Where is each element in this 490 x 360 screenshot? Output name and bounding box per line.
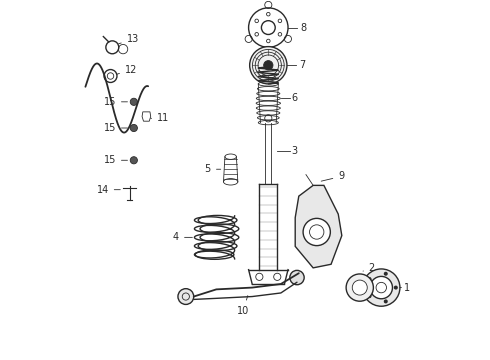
Text: 1: 1 <box>400 283 410 293</box>
Circle shape <box>385 300 387 303</box>
Text: 15: 15 <box>103 97 127 107</box>
Text: 14: 14 <box>97 185 120 195</box>
Text: 12: 12 <box>117 64 137 75</box>
Text: 15: 15 <box>103 155 127 165</box>
Circle shape <box>346 274 373 301</box>
Text: 4: 4 <box>173 232 193 242</box>
Circle shape <box>130 157 137 164</box>
Circle shape <box>352 280 367 295</box>
Text: 7: 7 <box>299 60 306 70</box>
Circle shape <box>385 273 387 275</box>
Circle shape <box>130 98 137 105</box>
Circle shape <box>130 125 137 132</box>
Text: 8: 8 <box>300 23 307 33</box>
Text: 13: 13 <box>119 35 139 44</box>
Text: 6: 6 <box>292 93 298 103</box>
Text: 15: 15 <box>103 123 127 133</box>
Text: 9: 9 <box>321 171 344 181</box>
Text: 11: 11 <box>151 113 170 123</box>
Circle shape <box>363 269 400 306</box>
Circle shape <box>178 289 194 305</box>
Circle shape <box>264 60 273 70</box>
Text: 3: 3 <box>292 146 298 156</box>
Text: 2: 2 <box>363 262 375 273</box>
Circle shape <box>394 286 397 289</box>
Circle shape <box>368 295 371 297</box>
Circle shape <box>303 219 330 246</box>
Polygon shape <box>295 185 342 268</box>
Circle shape <box>290 270 304 285</box>
Circle shape <box>250 46 287 84</box>
Text: 10: 10 <box>237 296 249 315</box>
Circle shape <box>368 278 371 280</box>
Text: 5: 5 <box>205 164 220 174</box>
Circle shape <box>370 276 392 299</box>
